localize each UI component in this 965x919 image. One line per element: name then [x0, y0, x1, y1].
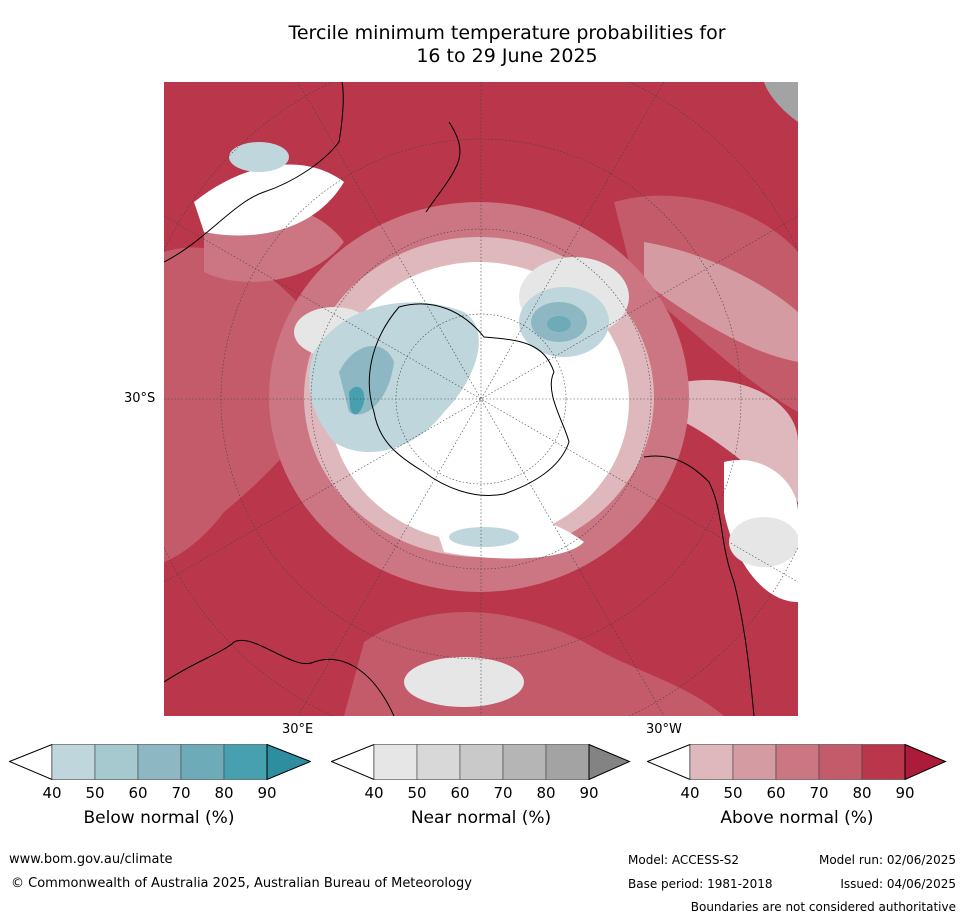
copyright: © Commonwealth of Australia 2025, Austra… [11, 876, 472, 891]
antarctica-coast [368, 303, 570, 496]
map-title: Tercile minimum temperature probabilitie… [0, 22, 965, 68]
below-normal-region [229, 142, 609, 547]
above-tick-50: 50 [723, 784, 743, 802]
near-tick-60: 60 [450, 784, 470, 802]
map-title-line2: 16 to 29 June 2025 [416, 45, 598, 67]
lon-label-30w: 30°W [646, 722, 682, 737]
coastlines [164, 82, 755, 716]
lat-label-30s: 30°S [124, 391, 156, 406]
above-tick-90: 90 [895, 784, 915, 802]
near-normal-colorbar [331, 744, 631, 780]
below-tick-70: 70 [171, 784, 191, 802]
below-normal-colorbar [9, 744, 311, 780]
map-title-line1: Tercile minimum temperature probabilitie… [288, 22, 726, 44]
above-tick-40: 40 [680, 784, 700, 802]
new-zealand-coast [425, 121, 461, 213]
below-tick-80: 80 [214, 784, 234, 802]
near-tick-80: 80 [536, 784, 556, 802]
below-tick-50: 50 [85, 784, 105, 802]
australia-coast [164, 82, 344, 263]
boundary-disclaimer: Boundaries are not considered authoritat… [690, 900, 956, 914]
above-normal-colorbar [647, 744, 947, 780]
above-tick-70: 70 [809, 784, 829, 802]
issued-date: Issued: 04/06/2025 [840, 877, 956, 891]
model-run: Model run: 02/06/2025 [818, 853, 956, 867]
above-normal-label: Above normal (%) [720, 808, 874, 828]
africa-coast [164, 639, 395, 716]
below-tick-40: 40 [42, 784, 62, 802]
above-tick-80: 80 [852, 784, 872, 802]
base-period: Base period: 1981-2018 [628, 877, 773, 891]
below-tick-90: 90 [257, 784, 277, 802]
near-tick-90: 90 [579, 784, 599, 802]
model-name: Model: ACCESS-S2 [628, 853, 740, 867]
near-tick-70: 70 [493, 784, 513, 802]
lon-label-30e: 30°E [282, 722, 314, 737]
probability-map [164, 82, 798, 716]
near-normal-label: Near normal (%) [410, 808, 552, 828]
near-tick-40: 40 [364, 784, 384, 802]
near-tick-50: 50 [407, 784, 427, 802]
map-svg [164, 82, 798, 716]
below-tick-60: 60 [128, 784, 148, 802]
graticule [164, 82, 798, 716]
bom-url: www.bom.gov.au/climate [9, 852, 173, 867]
below-normal-label: Below normal (%) [83, 808, 235, 828]
south-america-coast [643, 455, 755, 716]
above-tick-60: 60 [766, 784, 786, 802]
